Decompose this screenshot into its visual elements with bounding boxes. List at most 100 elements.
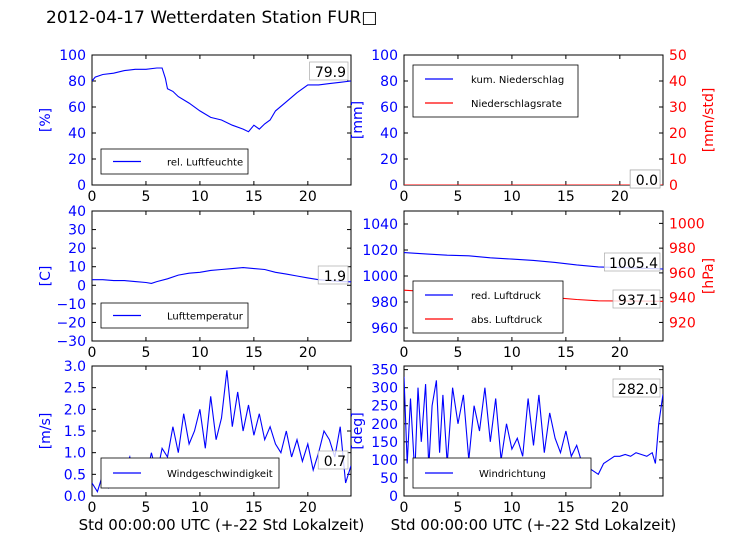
series-line-winddirection-0 xyxy=(404,376,663,476)
y-tick-label: 1040 xyxy=(362,217,398,233)
legend-pressure: red. Luftdruck abs. Luftdruck xyxy=(412,280,564,334)
x-tick-label: 0 xyxy=(88,500,97,516)
y-axis-label: [deg] xyxy=(350,412,366,449)
y2-tick-label: 0 xyxy=(669,178,678,194)
y-tick-label: 40 xyxy=(68,126,86,142)
y2-tick-label: 920 xyxy=(669,315,696,331)
current-value: 282.0 xyxy=(618,382,658,398)
y-tick-label: 80 xyxy=(68,74,86,90)
y-tick-label: 40 xyxy=(380,126,398,142)
current-value-box xyxy=(317,450,349,470)
x-tick-label: 10 xyxy=(191,189,209,205)
series-line-temperature-0 xyxy=(92,267,351,284)
y-tick-label: 0 xyxy=(77,278,86,294)
current-value-box xyxy=(612,378,661,398)
x-tick-label: 0 xyxy=(400,345,409,361)
x-tick-label: 5 xyxy=(141,189,150,205)
y-tick-label: 350 xyxy=(371,363,398,379)
current-value-box xyxy=(629,169,661,189)
y-tick-label: 3.0 xyxy=(64,359,86,375)
x-tick-label: 20 xyxy=(299,345,317,361)
y-tick-label: 250 xyxy=(371,399,398,415)
y-tick-label: 20 xyxy=(68,241,86,257)
y-tick-label: 0 xyxy=(389,489,398,505)
y-tick-label: 1020 xyxy=(362,243,398,259)
x-axis-label: Std 00:00:00 UTC (+-22 Std Lokalzeit) xyxy=(391,516,677,534)
legend-label: Windgeschwindigkeit xyxy=(167,469,273,480)
y-tick-label: 100 xyxy=(371,453,398,469)
x-tick-label: 5 xyxy=(453,500,462,516)
y-tick-label: 50 xyxy=(380,471,398,487)
y-tick-label: 60 xyxy=(68,100,86,116)
y2-tick-label: 20 xyxy=(669,126,687,142)
y-tick-label: 300 xyxy=(371,381,398,397)
x-tick-label: 15 xyxy=(557,189,575,205)
y2-tick-label: 940 xyxy=(669,291,696,307)
y-tick-label: 60 xyxy=(380,100,398,116)
y-axis-label: [C] xyxy=(38,266,54,287)
x-tick-label: 10 xyxy=(191,345,209,361)
y-tick-label: 200 xyxy=(371,417,398,433)
x-tick-label: 0 xyxy=(88,189,97,205)
x-tick-label: 20 xyxy=(299,500,317,516)
legend-humidity: rel. Luftfeuchte xyxy=(100,148,249,175)
panel-temperature: 0 5 10 15 20 −30 −20 −10 0 10 20 30 40 [C] Lufttempera… xyxy=(38,204,352,361)
x-tick-label: 5 xyxy=(453,189,462,205)
legend-temperature: Lufttemperatur xyxy=(100,302,249,329)
y2-tick-label: 40 xyxy=(669,74,687,90)
y-tick-label: 10 xyxy=(68,260,86,276)
current-value: 1005.4 xyxy=(609,256,658,272)
y-tick-label: 20 xyxy=(68,152,86,168)
panel-pressure: 0 5 10 15 20 960 980 1000 1020 1040 920 940 960 980 10… xyxy=(362,210,717,361)
x-tick-label: 10 xyxy=(503,500,521,516)
series-line-humidity-0 xyxy=(92,67,351,133)
legend-label: Lufttemperatur xyxy=(167,312,244,323)
y-tick-label: 1.5 xyxy=(64,424,86,440)
legend-box xyxy=(412,280,564,334)
x-tick-label: 20 xyxy=(611,189,629,205)
legend-windspeed: Windgeschwindigkeit xyxy=(100,457,280,489)
legend-precipitation: kum. Niederschlag Niederschlagsrate xyxy=(412,64,579,118)
y-tick-label: 2.0 xyxy=(64,402,86,418)
current-value-box xyxy=(604,252,661,272)
y-tick-label: 0 xyxy=(77,178,86,194)
axes-frame xyxy=(403,365,664,497)
legend-label: Windrichtung xyxy=(479,469,546,480)
x-tick-label: 10 xyxy=(503,189,521,205)
y-tick-label: 0.5 xyxy=(64,467,86,483)
y-tick-label: 0 xyxy=(389,178,398,194)
legend-label: rel. Luftfeuchte xyxy=(167,158,243,169)
x-tick-label: 0 xyxy=(400,500,409,516)
y-tick-label: 100 xyxy=(371,48,398,64)
y-tick-label: 80 xyxy=(380,74,398,90)
x-tick-label: 20 xyxy=(611,500,629,516)
page-title: 2012-04-17 Wetterdaten Station FUR□ xyxy=(46,8,378,28)
y-tick-label: −10 xyxy=(56,297,86,313)
y2-tick-label: 30 xyxy=(669,100,687,116)
current-value: 0.0 xyxy=(636,173,658,189)
y2-tick-label: 50 xyxy=(669,48,687,64)
panel-precipitation: 0 5 10 15 20 0 20 40 60 80 100 0 10 20 30 40 50 [mm] [mm/s… xyxy=(350,48,717,205)
current-value: 1.9 xyxy=(324,269,346,285)
x-tick-label: 15 xyxy=(557,345,575,361)
x-tick-label: 5 xyxy=(141,345,150,361)
axes-frame xyxy=(91,210,352,342)
y2-tick-label: 1000 xyxy=(669,216,705,232)
y2-tick-label: 960 xyxy=(669,266,696,282)
y-tick-label: 960 xyxy=(371,321,398,337)
current-value: 937.1 xyxy=(618,293,658,309)
x-tick-label: 10 xyxy=(191,500,209,516)
y2-axis-label: [hPa] xyxy=(701,258,717,294)
legend-label: abs. Luftdruck xyxy=(471,315,542,326)
x-axis-label: Std 00:00:00 UTC (+-22 Std Lokalzeit) xyxy=(79,516,365,534)
panel-windspeed: 0 5 10 15 20 0.0 0.5 1.0 1.5 2.0 2.5 3.0 [m/s] Std 00… xyxy=(38,359,364,534)
x-tick-label: 20 xyxy=(299,189,317,205)
current-value-box xyxy=(309,61,349,81)
panel-humidity: 0 5 10 15 20 0 20 40 60 80 100 [%] rel. Luftfeuchte 7… xyxy=(38,48,352,205)
y-axis-label: [m/s] xyxy=(38,413,54,450)
x-tick-label: 15 xyxy=(245,189,263,205)
legend-label: kum. Niederschlag xyxy=(471,75,564,86)
legend-label: red. Luftdruck xyxy=(471,291,541,302)
